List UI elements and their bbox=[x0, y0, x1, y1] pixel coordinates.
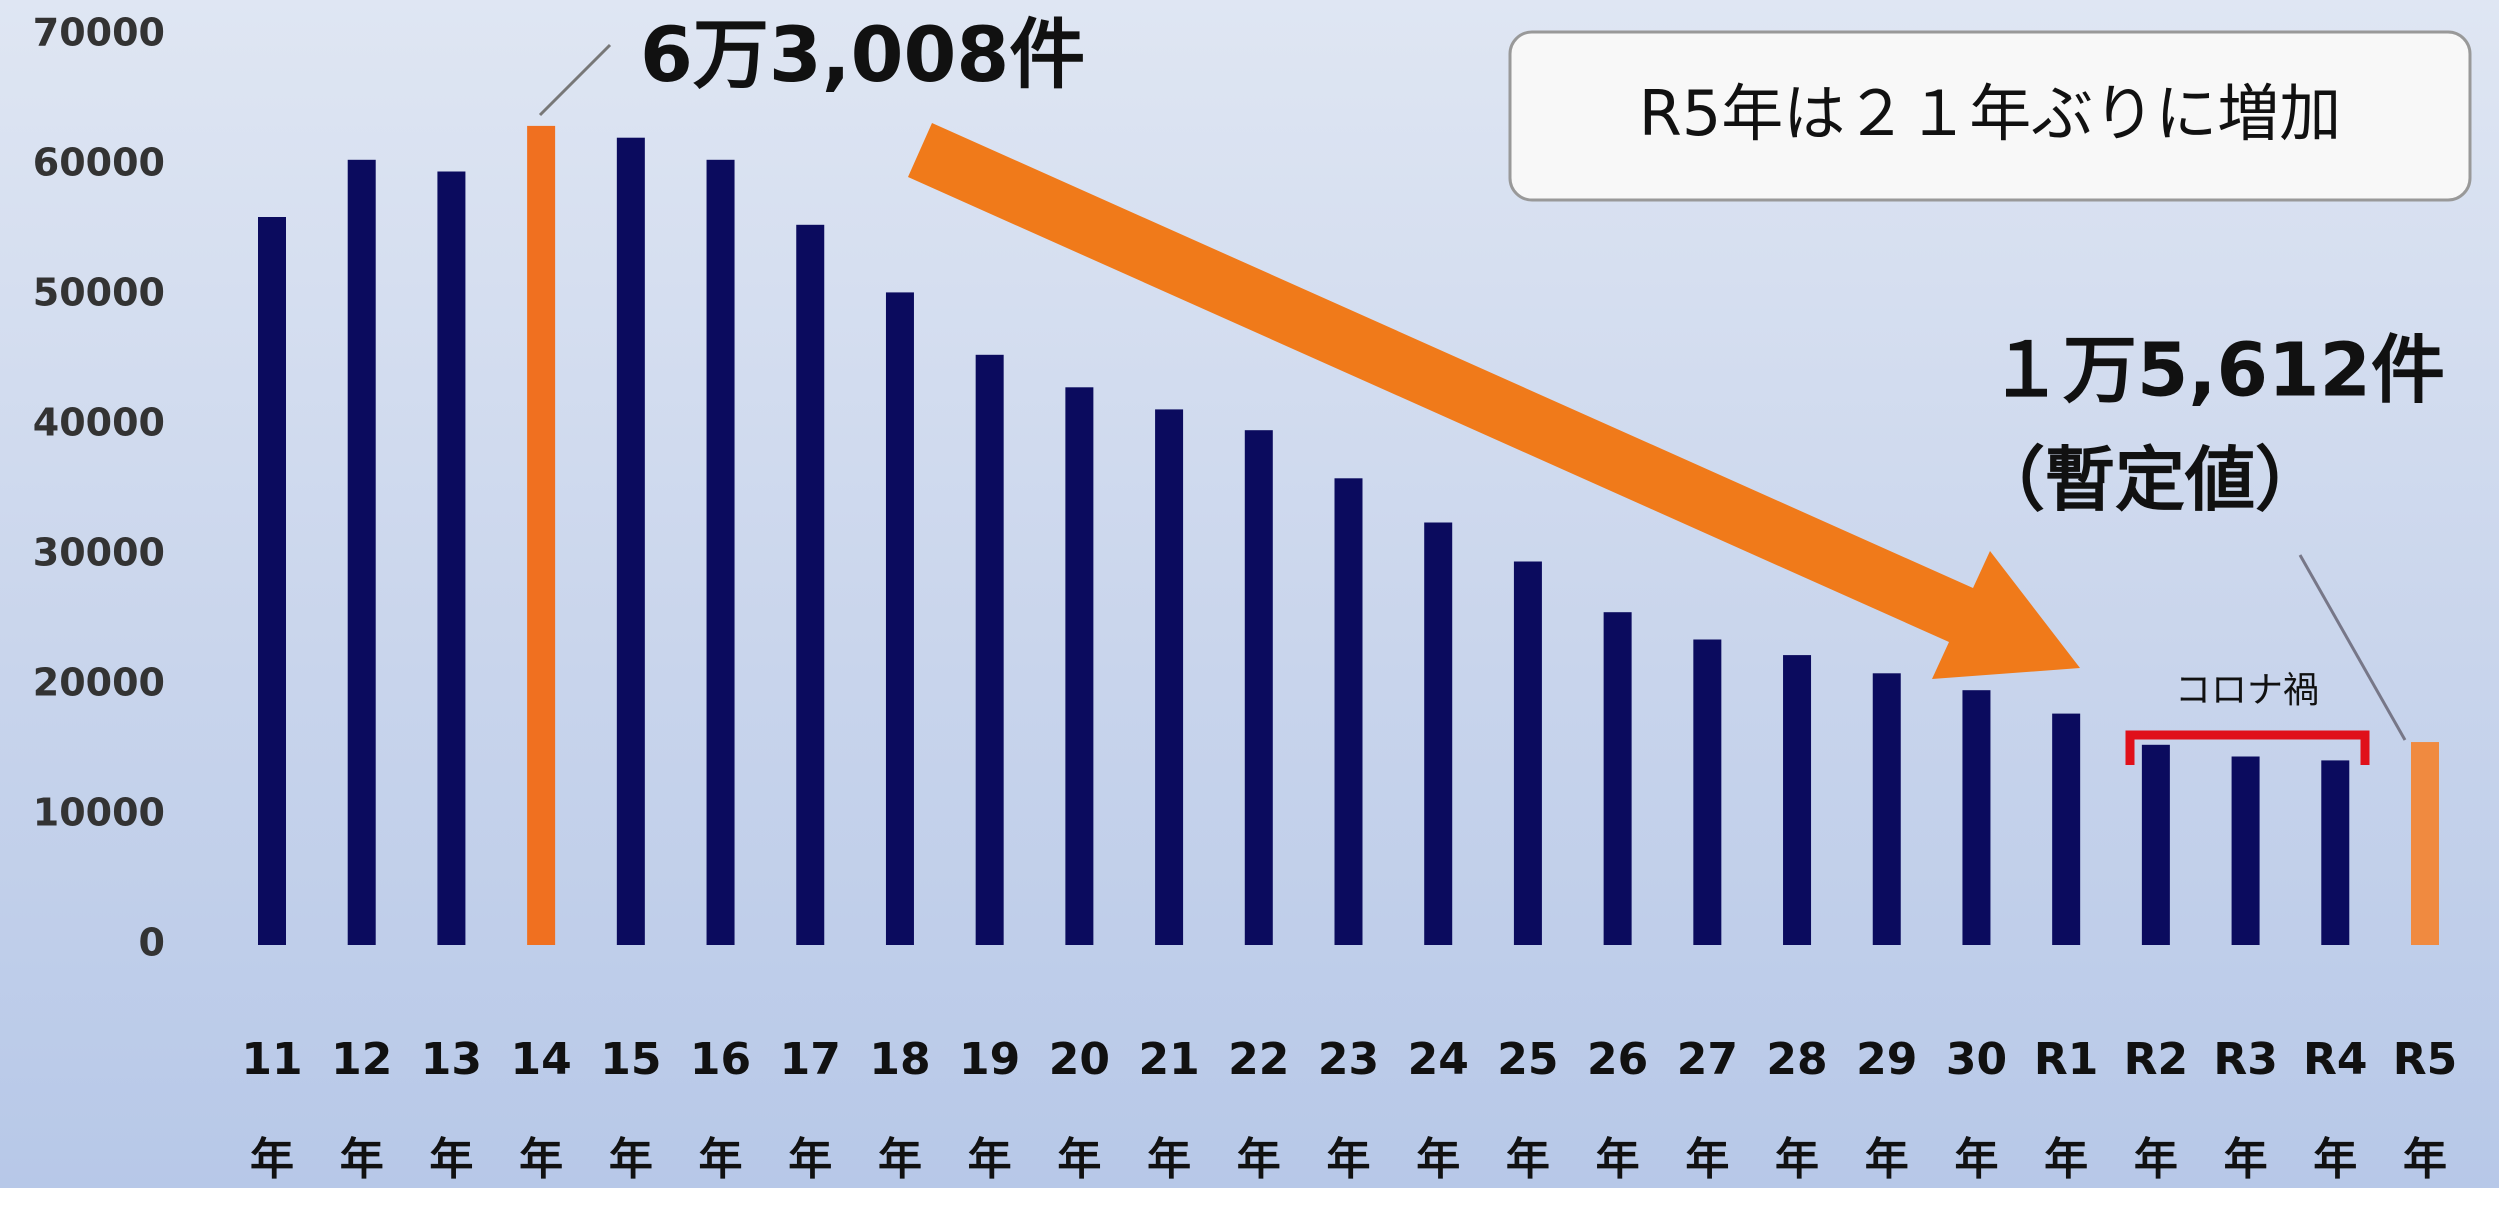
x-tick-label: 12年 bbox=[331, 1034, 393, 1185]
bar bbox=[1155, 409, 1184, 945]
bar bbox=[1334, 478, 1363, 945]
x-tick-label: 17年 bbox=[779, 1034, 841, 1185]
bar bbox=[1513, 561, 1542, 945]
x-tick-label: 20年 bbox=[1048, 1034, 1110, 1185]
y-tick-label: 40000 bbox=[33, 401, 165, 445]
x-tick-label: R5年 bbox=[2392, 1034, 2458, 1185]
bar bbox=[2411, 742, 2439, 945]
note-box bbox=[1508, 30, 2472, 202]
x-tick-label: 16年 bbox=[689, 1034, 752, 1185]
x-tick-label: 24年 bbox=[1407, 1034, 1469, 1185]
y-tick-label: 60000 bbox=[33, 141, 165, 185]
x-tick-label: R1年 bbox=[2033, 1034, 2099, 1185]
bar bbox=[437, 171, 466, 945]
x-tick-label: 21年 bbox=[1138, 1034, 1200, 1185]
bar bbox=[2052, 713, 2081, 945]
bar bbox=[2321, 760, 2350, 945]
bar bbox=[975, 354, 1004, 945]
x-tick-label: R3年 bbox=[2213, 1034, 2278, 1185]
x-tick-label: 15年 bbox=[600, 1034, 662, 1185]
bar bbox=[1783, 655, 1812, 945]
bar bbox=[527, 125, 556, 945]
x-tick-label: 28年 bbox=[1766, 1034, 1828, 1185]
bar bbox=[1872, 673, 1901, 945]
x-tick-label: 29年 bbox=[1856, 1034, 1918, 1185]
y-tick-label: 0 bbox=[139, 921, 165, 965]
x-tick-label: 27年 bbox=[1676, 1034, 1738, 1185]
x-tick-label: 25年 bbox=[1497, 1034, 1559, 1185]
bar bbox=[2231, 756, 2260, 945]
y-tick-label: 70000 bbox=[33, 11, 165, 55]
bar bbox=[347, 159, 376, 946]
trend-arrow bbox=[908, 123, 2080, 679]
bar bbox=[258, 217, 286, 945]
x-tick-label: 14年 bbox=[510, 1034, 572, 1185]
y-tick-label: 10000 bbox=[33, 791, 165, 835]
bar bbox=[885, 292, 914, 945]
x-tick-label: 30年 bbox=[1945, 1034, 2008, 1185]
note: R5年は２１年ぶりに増加 bbox=[1639, 77, 2342, 150]
bar bbox=[1693, 639, 1722, 945]
latest-label: １万5,612件 bbox=[1989, 328, 2445, 414]
peak-label: 6万3,008件 bbox=[640, 10, 1085, 99]
bar bbox=[1424, 522, 1453, 945]
y-tick-label: 30000 bbox=[33, 531, 165, 575]
x-tick-label: 11年 bbox=[241, 1034, 303, 1185]
corona-bracket bbox=[2125, 730, 2370, 765]
x-tick-label: 18年 bbox=[869, 1034, 931, 1185]
bar bbox=[616, 137, 645, 945]
bar bbox=[1962, 690, 1991, 945]
bar bbox=[706, 159, 735, 946]
x-tick-label: 13年 bbox=[420, 1034, 483, 1185]
leader-line bbox=[538, 43, 612, 117]
provisional-label: （暫定値） bbox=[1975, 439, 2325, 521]
x-tick-label: R2年 bbox=[2123, 1034, 2189, 1185]
y-tick-label: 50000 bbox=[33, 271, 165, 315]
x-tick-label: 22年 bbox=[1228, 1034, 1290, 1185]
x-tick-label: 26年 bbox=[1587, 1034, 1649, 1185]
x-tick-label: 23年 bbox=[1317, 1034, 1380, 1185]
x-tick-label: 19年 bbox=[959, 1034, 1021, 1185]
bar bbox=[1603, 612, 1632, 945]
leader-line bbox=[2298, 554, 2407, 741]
x-tick-label: R4年 bbox=[2303, 1034, 2368, 1185]
corona-label: コロナ禍 bbox=[2175, 670, 2319, 711]
y-tick-label: 20000 bbox=[33, 661, 165, 705]
bar bbox=[796, 224, 825, 946]
bar bbox=[2141, 744, 2170, 945]
bar bbox=[1244, 430, 1273, 945]
bar bbox=[1065, 387, 1094, 945]
